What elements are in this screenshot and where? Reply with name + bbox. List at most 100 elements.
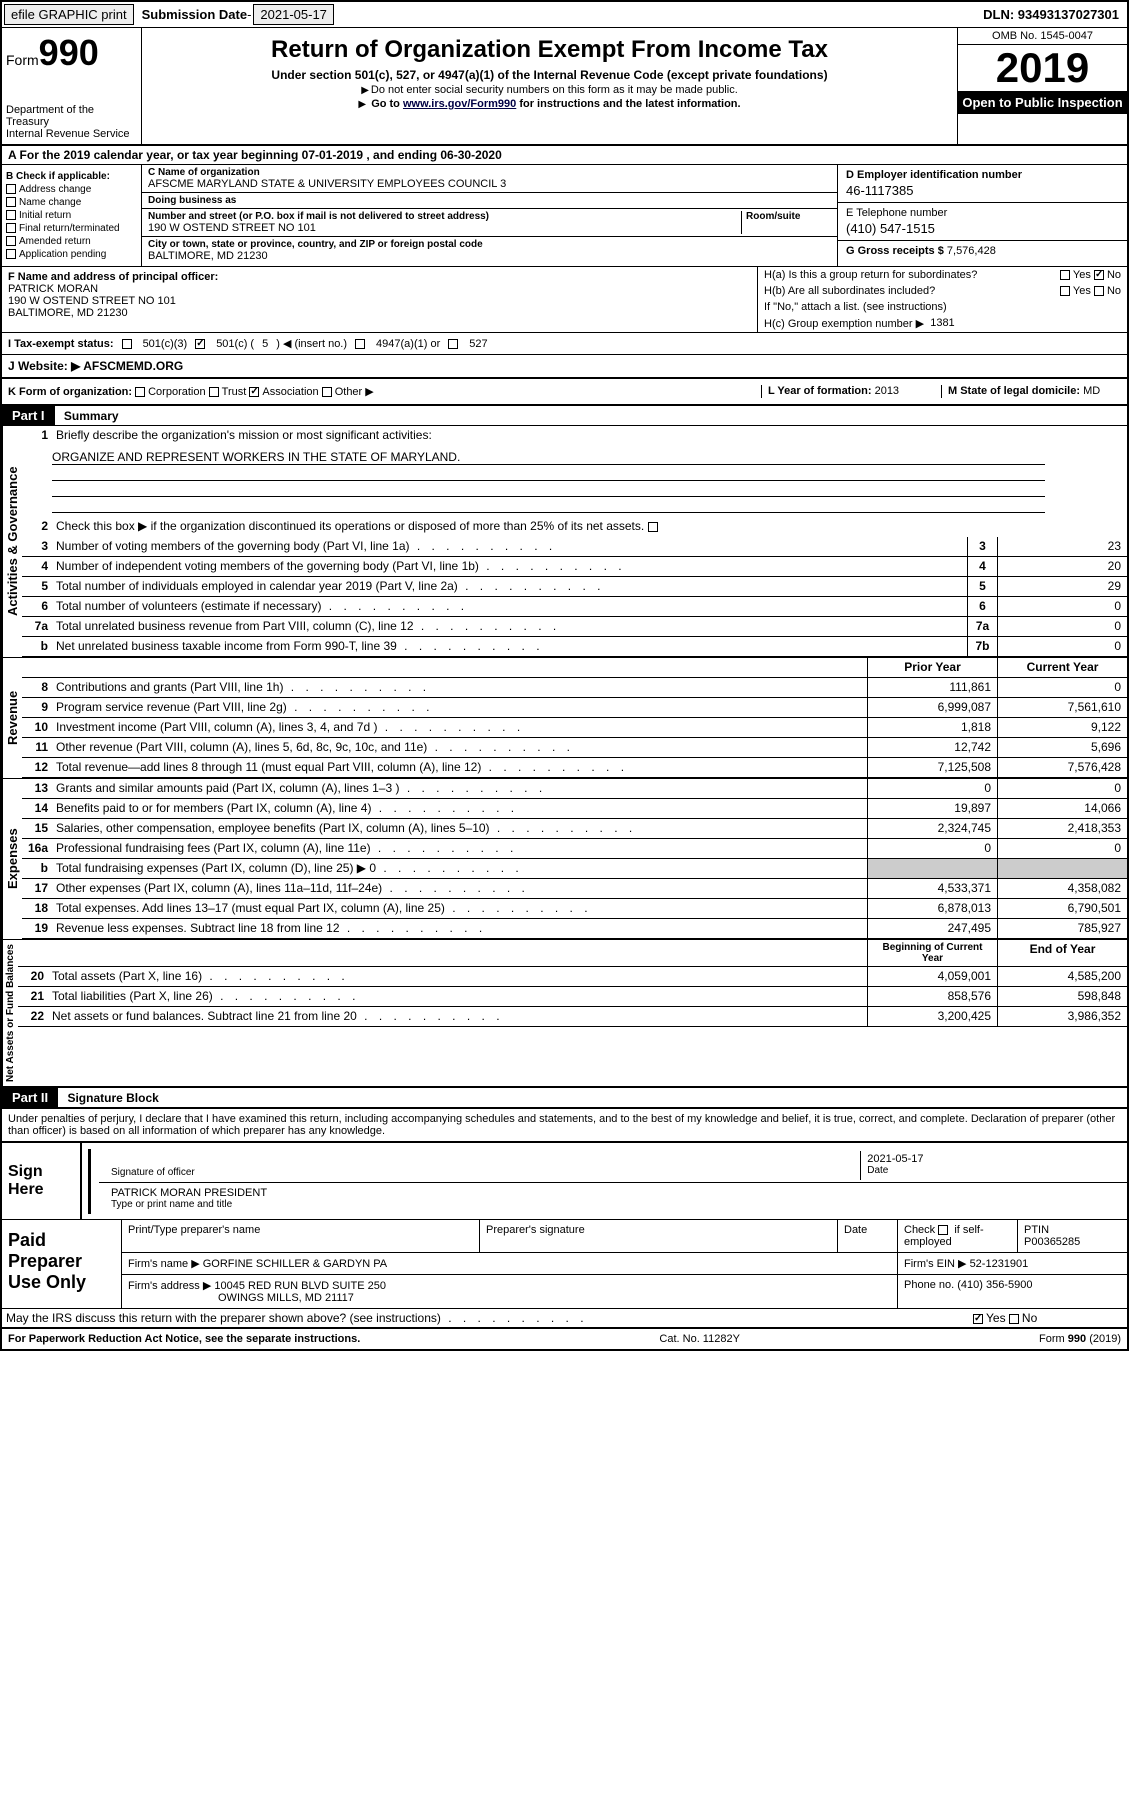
checkbox-4947[interactable]: [355, 339, 365, 349]
omb-number: OMB No. 1545-0047: [958, 28, 1127, 45]
phone-value: (410) 547-1515: [846, 221, 1119, 236]
line-value: 23: [997, 537, 1127, 556]
checkbox-ha-no[interactable]: [1094, 270, 1104, 280]
block-fh: F Name and address of principal officer:…: [2, 267, 1127, 333]
hc-label: H(c) Group exemption number ▶: [764, 317, 924, 330]
ein-value: 46-1117385: [846, 183, 1119, 198]
opt-527: 527: [469, 338, 487, 350]
part1-title: Summary: [58, 407, 125, 425]
checkbox-501c3[interactable]: [122, 339, 132, 349]
part2-header-row: Part II Signature Block: [2, 1088, 1127, 1108]
form-ref: Form 990 (2019): [1039, 1333, 1121, 1345]
cat-no: Cat. No. 11282Y: [360, 1333, 1039, 1345]
checkbox-527[interactable]: [448, 339, 458, 349]
line-num: 20: [18, 967, 48, 986]
checkbox-hb-no[interactable]: [1094, 286, 1104, 296]
open-to-public: Open to Public Inspection: [958, 91, 1127, 114]
form-title: Return of Organization Exempt From Incom…: [146, 36, 953, 64]
checkbox-other[interactable]: [322, 387, 332, 397]
table-row: 22 Net assets or fund balances. Subtract…: [18, 1007, 1127, 1027]
efile-print-button[interactable]: efile GRAPHIC print: [4, 4, 134, 25]
checkbox-discuss-yes[interactable]: [973, 1314, 983, 1324]
checkbox-trust[interactable]: [209, 387, 219, 397]
b-label: B Check if applicable:: [6, 171, 110, 182]
discuss-row: May the IRS discuss this return with the…: [2, 1308, 1127, 1328]
declaration-text: Under penalties of perjury, I declare th…: [2, 1108, 1127, 1141]
ein-label: D Employer identification number: [846, 169, 1022, 181]
prior-value: 6,999,087: [867, 698, 997, 717]
line-desc: Program service revenue (Part VIII, line…: [52, 698, 867, 717]
prior-value: 12,742: [867, 738, 997, 757]
checkbox-discuss-no[interactable]: [1009, 1314, 1019, 1324]
ptin-label: PTIN: [1024, 1224, 1121, 1236]
org-name: AFSCME MARYLAND STATE & UNIVERSITY EMPLO…: [148, 178, 831, 190]
current-value: 785,927: [997, 919, 1127, 938]
sig-date-value: 2021-05-17: [867, 1153, 1115, 1165]
checkbox-initial-return[interactable]: [6, 210, 16, 220]
part1-header-row: Part I Summary: [2, 406, 1127, 426]
line-desc: Contributions and grants (Part VIII, lin…: [52, 678, 867, 697]
form-subtitle: Under section 501(c), 527, or 4947(a)(1)…: [146, 68, 953, 82]
checkbox-hb-yes[interactable]: [1060, 286, 1070, 296]
blank: [48, 940, 867, 966]
ptin-value: P00365285: [1024, 1236, 1121, 1248]
prior-value: 6,878,013: [867, 899, 997, 918]
vlabel-net-assets: Net Assets or Fund Balances: [2, 940, 18, 1086]
part2-title: Signature Block: [61, 1089, 164, 1107]
line-box: 6: [967, 597, 997, 616]
checkbox-amended[interactable]: [6, 236, 16, 246]
current-value: 14,066: [997, 799, 1127, 818]
k-label: K Form of organization:: [8, 386, 132, 398]
top-bar: efile GRAPHIC print Submission Date - 20…: [2, 2, 1127, 28]
line-num: 6: [22, 597, 52, 616]
line-num: 22: [18, 1007, 48, 1026]
checkbox-corp[interactable]: [135, 387, 145, 397]
prior-value: 3,200,425: [867, 1007, 997, 1026]
prior-value: 858,576: [867, 987, 997, 1006]
yes: Yes: [1073, 285, 1091, 297]
line-value: 29: [997, 577, 1127, 596]
opt-4947: 4947(a)(1) or: [376, 338, 440, 350]
checkbox-discontinued[interactable]: [648, 522, 658, 532]
officer-addr2: BALTIMORE, MD 21230: [8, 307, 751, 319]
sign-here-label: Sign Here: [2, 1143, 82, 1219]
dash: -: [247, 7, 251, 22]
irs-link[interactable]: www.irs.gov/Form990: [403, 98, 516, 110]
line-num: b: [22, 637, 52, 656]
hb-note: If "No," attach a list. (see instruction…: [758, 299, 1127, 315]
goto-pre: Go to: [371, 98, 403, 110]
column-d: D Employer identification number 46-1117…: [837, 165, 1127, 266]
paperwork-notice: For Paperwork Reduction Act Notice, see …: [8, 1333, 360, 1345]
mission-block: ORGANIZE AND REPRESENT WORKERS IN THE ST…: [22, 446, 1127, 517]
line-value: 0: [997, 637, 1127, 656]
prior-value: 247,495: [867, 919, 997, 938]
dln: DLN: 93493137027301: [975, 3, 1127, 26]
line-num: 3: [22, 537, 52, 556]
c-name-label: C Name of organization: [148, 167, 831, 178]
city-value: BALTIMORE, MD 21230: [148, 250, 831, 262]
row-i-tax-status: I Tax-exempt status: 501(c)(3) 501(c) ( …: [2, 333, 1127, 355]
column-c: C Name of organization AFSCME MARYLAND S…: [142, 165, 837, 266]
checkbox-assoc[interactable]: [249, 387, 259, 397]
table-row: 17 Other expenses (Part IX, column (A), …: [22, 879, 1127, 899]
gross-receipts-label: G Gross receipts $: [846, 245, 944, 257]
line-num: b: [22, 859, 52, 878]
row-j-website: J Website: ▶ AFSCMEMD.ORG: [2, 355, 1127, 379]
hb-label: H(b) Are all subordinates included?: [764, 285, 1060, 297]
checkbox-application-pending[interactable]: [6, 249, 16, 259]
checkbox-name-change[interactable]: [6, 197, 16, 207]
checkbox-final-return[interactable]: [6, 223, 16, 233]
checkbox-501c[interactable]: [195, 339, 205, 349]
checkbox-self-employed[interactable]: [938, 1225, 948, 1235]
table-row: 6 Total number of volunteers (estimate i…: [22, 597, 1127, 617]
line-num: 21: [18, 987, 48, 1006]
checkbox-address-change[interactable]: [6, 184, 16, 194]
line-desc: Grants and similar amounts paid (Part IX…: [52, 779, 867, 798]
mission-blank: [52, 467, 1045, 481]
prior-value: 4,533,371: [867, 879, 997, 898]
table-row: 9 Program service revenue (Part VIII, li…: [22, 698, 1127, 718]
arrow-icon: [361, 84, 371, 96]
sign-here-block: Sign Here Signature of officer 2021-05-1…: [2, 1141, 1127, 1219]
arrow-icon: [358, 98, 368, 110]
checkbox-ha-yes[interactable]: [1060, 270, 1070, 280]
